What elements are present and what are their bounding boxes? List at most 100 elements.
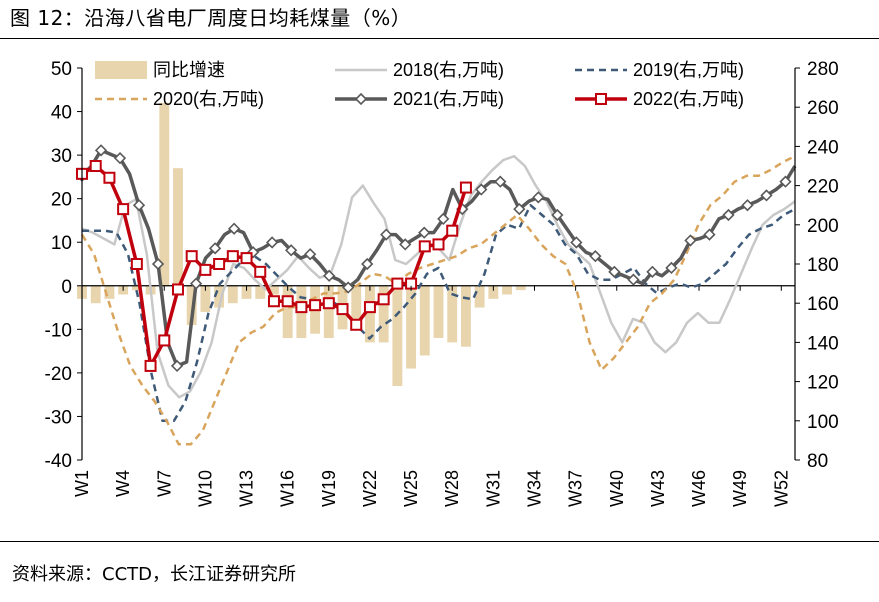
yoy-bar <box>241 285 252 299</box>
left-tick-label: -30 <box>45 407 72 428</box>
square-marker <box>432 238 445 251</box>
x-tick-label: W46 <box>689 470 709 507</box>
square-marker <box>171 283 184 296</box>
diamond-marker <box>380 228 393 241</box>
diamond-marker <box>627 273 640 286</box>
right-tick-label: 120 <box>807 373 839 394</box>
diamond-marker <box>323 269 336 282</box>
legend-label: 2020(右,万吨) <box>153 89 264 109</box>
yoy-bar <box>351 285 362 325</box>
legend-diamond-marker <box>354 92 368 106</box>
left-tick-label: 20 <box>51 190 72 211</box>
weekly-coal-consumption-chart: 50403020100-10-20-30-4028026024022020018… <box>45 59 839 507</box>
right-tick-label: 160 <box>807 294 839 315</box>
square-marker <box>446 224 459 237</box>
legend-swatch-bar <box>95 61 147 79</box>
square-marker <box>459 181 472 194</box>
diamond-marker <box>170 359 184 373</box>
diamond-marker <box>246 246 260 259</box>
diamond-marker <box>189 277 203 290</box>
diamond-marker <box>532 191 545 204</box>
square-marker <box>254 265 267 278</box>
yoy-bar <box>488 285 499 299</box>
right-tick-label: 100 <box>807 412 839 433</box>
x-tick-label: W19 <box>319 470 339 507</box>
legend-label: 2018(右,万吨) <box>393 60 504 80</box>
yoy-bar <box>159 102 170 286</box>
diamond-marker <box>418 226 431 239</box>
diamond-marker <box>551 208 564 222</box>
yoy-bar <box>131 285 142 291</box>
x-tick-label: W4 <box>113 470 133 497</box>
legend-label: 2021(右,万吨) <box>393 89 504 109</box>
title-rule <box>0 38 879 39</box>
square-marker <box>89 160 102 172</box>
diamond-marker <box>513 202 526 216</box>
series-line-1 <box>82 203 796 423</box>
left-tick-label: 50 <box>51 59 72 80</box>
left-tick-label: -40 <box>45 451 72 472</box>
yoy-bar <box>214 285 225 308</box>
series-line-2 <box>80 155 796 446</box>
diamond-marker <box>94 144 108 157</box>
diamond-marker <box>151 257 165 271</box>
yoy-bar <box>104 285 115 299</box>
yoy-bar <box>173 168 183 286</box>
square-marker <box>377 293 390 306</box>
figure-title: 图 12：沿海八省电厂周度日均耗煤量（%） <box>10 6 412 30</box>
legend-square-marker <box>595 93 607 105</box>
diamond-marker <box>779 175 792 188</box>
yoy-bar <box>433 285 444 339</box>
axes: 50403020100-10-20-30-4028026024022020018… <box>45 59 839 507</box>
x-tick-label: W40 <box>607 470 627 507</box>
x-tick-label: W10 <box>195 470 215 507</box>
diamond-marker <box>227 222 241 235</box>
line-series-layer <box>75 144 797 446</box>
yoy-bar <box>474 285 485 308</box>
left-tick-label: -20 <box>45 364 72 385</box>
diamond-marker <box>132 199 146 212</box>
right-tick-label: 260 <box>807 98 839 119</box>
source-note: 资料来源：CCTD，长江证券研究所 <box>12 564 296 585</box>
square-marker <box>336 303 349 316</box>
right-tick-label: 280 <box>807 59 839 80</box>
x-tick-label: W49 <box>730 470 750 507</box>
diamond-marker <box>399 238 412 251</box>
legend-label: 2022(右,万吨) <box>633 89 744 109</box>
square-marker <box>240 252 253 265</box>
series-line-0 <box>81 154 796 399</box>
right-tick-label: 140 <box>807 333 839 354</box>
square-marker <box>103 171 116 184</box>
square-marker <box>363 301 376 314</box>
diamond-marker <box>342 281 355 294</box>
left-tick-label: 30 <box>51 146 72 167</box>
square-marker <box>213 258 226 270</box>
diamond-marker <box>646 265 659 278</box>
right-tick-label: 220 <box>807 177 839 198</box>
yoy-bar <box>90 285 101 304</box>
right-tick-label: 180 <box>807 255 839 276</box>
square-marker <box>158 334 171 347</box>
square-marker <box>391 277 404 290</box>
yoy-bar <box>323 285 334 339</box>
yoy-bar <box>406 285 417 369</box>
diamond-marker <box>285 244 298 257</box>
x-tick-label: W25 <box>401 470 421 507</box>
yoy-bar <box>515 285 526 291</box>
diamond-marker <box>494 175 507 188</box>
square-marker <box>226 250 239 263</box>
x-tick-label: W16 <box>278 470 298 507</box>
diamond-marker <box>741 199 754 212</box>
yoy-bar <box>200 285 211 312</box>
legend-label: 同比增速 <box>153 60 225 80</box>
diamond-marker <box>208 242 222 255</box>
diamond-marker <box>760 189 773 202</box>
yoy-bar <box>460 285 471 347</box>
x-tick-label: W7 <box>154 470 174 497</box>
diamond-marker <box>437 212 450 226</box>
yoy-bar <box>365 285 375 343</box>
diamond-marker <box>361 257 374 271</box>
x-tick-label: W1 <box>72 470 92 497</box>
diamond-marker <box>570 236 583 249</box>
legend-label: 2019(右,万吨) <box>633 60 744 80</box>
